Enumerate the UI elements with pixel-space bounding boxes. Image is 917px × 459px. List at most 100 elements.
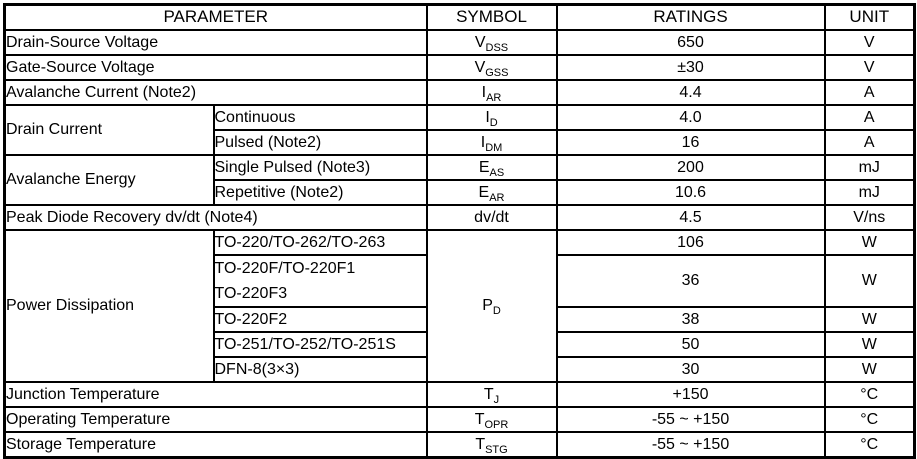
unit-cell: W xyxy=(823,254,916,308)
param-cell: Storage Temperature xyxy=(3,431,428,458)
subparam-line-2: TO-220F3 xyxy=(214,285,288,302)
symbol-base: I xyxy=(480,133,486,151)
symbol-base: dv/dt xyxy=(474,208,509,226)
symbol-sub: AR xyxy=(486,92,502,105)
table-row: Power Dissipation TO-220/TO-262/TO-263 P… xyxy=(3,229,916,383)
symbol-base: T xyxy=(474,410,485,428)
unit-cell: W xyxy=(823,229,916,256)
symbol-cell: EAS xyxy=(425,154,558,181)
subparam-cell: Repetitive (Note2) xyxy=(212,179,428,206)
header-ratings: RATINGS xyxy=(555,3,826,31)
unit-cell: A xyxy=(823,79,916,106)
unit-cell: V/ns xyxy=(823,204,916,231)
rating-cell: ±30 xyxy=(555,54,826,81)
unit-cell: mJ xyxy=(823,154,916,181)
symbol-sub: GSS xyxy=(485,67,509,80)
rating-cell: 650 xyxy=(555,29,826,56)
subparam-line-1: TO-220F/TO-220F1 xyxy=(214,260,356,277)
table-row: Operating Temperature TOPR -55 ~ +150 °C xyxy=(3,406,916,433)
table-row: Drain Current Continuous ID 4.0 A xyxy=(3,104,916,156)
symbol-base: I xyxy=(481,83,487,101)
unit-cell: A xyxy=(823,129,916,156)
param-group-cell: Power Dissipation xyxy=(3,229,215,383)
rating-cell: 36 xyxy=(555,254,826,308)
symbol-base: T xyxy=(475,435,486,453)
unit-cell: mJ xyxy=(823,179,916,206)
param-cell: Avalanche Current (Note2) xyxy=(3,79,428,106)
param-cell: Peak Diode Recovery dv/dt (Note4) xyxy=(3,204,428,231)
table-row: TO-220F/TO-220F1 TO-220F3 36 W xyxy=(5,254,916,308)
table-row: TO-220F2 38 W xyxy=(5,306,916,333)
rating-cell: 38 xyxy=(555,306,826,333)
rating-cell: 10.6 xyxy=(555,179,826,206)
table-row: Drain-Source Voltage VDSS 650 V xyxy=(3,29,916,56)
symbol-base: E xyxy=(478,158,490,176)
table-row: TO-251/TO-252/TO-251S 50 W xyxy=(5,331,916,358)
symbol-cell: TSTG xyxy=(425,431,558,458)
rating-cell: 4.5 xyxy=(555,204,826,231)
header-row: PARAMETER SYMBOL RATINGS UNIT xyxy=(3,3,916,31)
table-row: DFN-8(3×3) 30 W xyxy=(5,356,916,383)
symbol-cell: TOPR xyxy=(425,406,558,433)
unit-cell: V xyxy=(823,29,916,56)
table-row: Peak Diode Recovery dv/dt (Note4) dv/dt … xyxy=(3,204,916,231)
unit-cell: W xyxy=(823,356,916,383)
symbol-sub: D xyxy=(492,305,501,318)
symbol-cell: EAR xyxy=(425,179,558,206)
rating-cell: 106 xyxy=(555,229,826,256)
rating-cell: 200 xyxy=(555,154,826,181)
unit-cell: A xyxy=(823,104,916,131)
header-unit: UNIT xyxy=(823,3,916,31)
rating-cell: 4.0 xyxy=(555,104,826,131)
symbol-sub: J xyxy=(493,394,500,407)
rating-cell: 30 xyxy=(555,356,826,383)
symbol-base: T xyxy=(483,385,494,403)
subparam-cell: TO-220F/TO-220F1 TO-220F3 xyxy=(212,254,428,308)
symbol-sub: D xyxy=(489,117,498,130)
subparam-cell: TO-251/TO-252/TO-251S xyxy=(212,331,428,358)
symbol-base: I xyxy=(485,108,490,126)
unit-cell: W xyxy=(823,331,916,358)
table-row: Junction Temperature TJ +150 °C xyxy=(3,381,916,408)
symbol-base: E xyxy=(478,183,490,201)
param-cell: Gate-Source Voltage xyxy=(3,54,428,81)
symbol-cell: IDM xyxy=(425,129,558,156)
subparam-cell: TO-220F2 xyxy=(212,306,428,333)
unit-cell: W xyxy=(823,306,916,333)
subparam-cell: Single Pulsed (Note3) xyxy=(212,154,428,181)
param-cell: Drain-Source Voltage xyxy=(3,29,428,56)
symbol-sub: AS xyxy=(489,167,505,180)
table-row: Pulsed (Note2) IDM 16 A xyxy=(5,129,916,156)
unit-cell: °C xyxy=(823,431,916,458)
rating-cell: 16 xyxy=(555,129,826,156)
symbol-cell: VDSS xyxy=(425,29,558,56)
symbol-cell: dv/dt xyxy=(425,204,558,231)
param-cell: Junction Temperature xyxy=(3,381,428,408)
symbol-sub: DM xyxy=(485,142,503,155)
symbol-sub: OPR xyxy=(484,419,509,432)
unit-cell: °C xyxy=(823,381,916,408)
subparam-cell: TO-220/TO-262/TO-263 xyxy=(212,229,428,256)
symbol-cell: PD xyxy=(425,229,558,383)
param-group-cell: Avalanche Energy xyxy=(3,154,215,206)
subparam-cell: Continuous xyxy=(212,104,428,131)
symbol-cell: ID xyxy=(425,104,558,131)
symbol-base: V xyxy=(474,33,486,51)
rating-cell: +150 xyxy=(555,381,826,408)
rating-cell: 4.4 xyxy=(555,79,826,106)
maximum-ratings-table: PARAMETER SYMBOL RATINGS UNIT Drain-Sour… xyxy=(3,3,917,459)
symbol-sub: STG xyxy=(485,443,508,456)
unit-cell: °C xyxy=(823,406,916,433)
subparam-cell: DFN-8(3×3) xyxy=(212,356,428,383)
symbol-cell: IAR xyxy=(425,79,558,106)
rating-cell: 50 xyxy=(555,331,826,358)
table-row: Avalanche Current (Note2) IAR 4.4 A xyxy=(3,79,916,106)
param-group-cell: Drain Current xyxy=(3,104,215,156)
symbol-cell: VGSS xyxy=(425,54,558,81)
unit-cell: V xyxy=(823,54,916,81)
symbol-sub: DSS xyxy=(485,42,509,55)
header-symbol: SYMBOL xyxy=(425,3,558,31)
param-cell: Operating Temperature xyxy=(3,406,428,433)
table-row: Storage Temperature TSTG -55 ~ +150 °C xyxy=(3,431,916,458)
table-row: Repetitive (Note2) EAR 10.6 mJ xyxy=(5,179,916,206)
